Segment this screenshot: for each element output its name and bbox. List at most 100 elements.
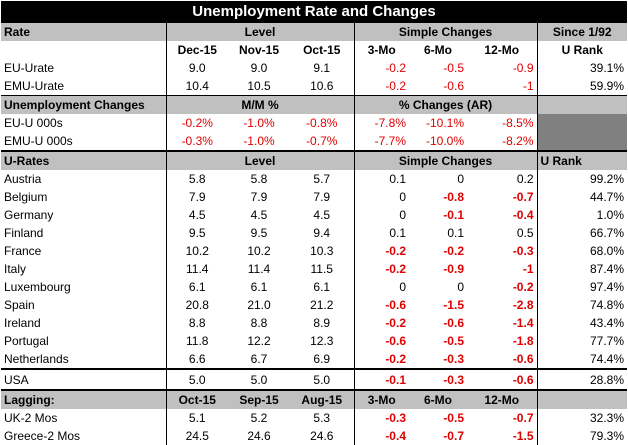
value-cell: 9.4 [313, 226, 331, 240]
value-cell: 21.2 [310, 298, 334, 312]
value-cell: 6.1 [313, 280, 331, 294]
value-cell: 8.8 [165, 314, 228, 332]
value-cell: 11.5 [310, 262, 333, 276]
row-label: EU-U 000s [4, 116, 63, 130]
table-row: Ireland 8.8 8.8 8.9 -0.2 -0.6 -1.4 43.4% [1, 314, 627, 332]
value-cell: 24.6 [310, 429, 334, 443]
level-header: Level [165, 23, 354, 41]
value-cell: -0.2 [443, 244, 464, 258]
table-row: USA 5.0 5.0 5.0 -0.1 -0.3 -0.6 28.8% [1, 368, 627, 391]
value-cell: 20.8 [165, 296, 228, 314]
table-row: Belgium 7.9 7.9 7.9 0 -0.8 -0.7 44.7% [1, 188, 627, 206]
value-cell: -0.6 [443, 79, 464, 93]
filler-cell [536, 114, 627, 132]
value-cell: 77.7% [536, 332, 627, 350]
header-row: U-Rates Level Simple Changes U Rank [1, 150, 627, 170]
row-label: EMU-U 000s [4, 134, 73, 148]
value-cell: 0 [353, 206, 409, 224]
table-row: UK-2 Mos 5.1 5.2 5.3 -0.3 -0.5 -0.7 32.3% [1, 409, 627, 427]
mm-header: M/M % [165, 95, 354, 114]
value-cell: -1.8 [512, 334, 534, 348]
lagging-header: Lagging: [1, 389, 166, 409]
level-header: Level [165, 150, 354, 170]
value-cell: 10.4 [165, 77, 228, 96]
row-label: Luxembourg [4, 280, 71, 294]
value-cell: -0.5 [443, 334, 464, 348]
value-cell: -0.9 [443, 262, 464, 276]
value-cell: 0.2 [516, 172, 534, 186]
value-cell: -0.5 [443, 61, 464, 75]
value-cell: -0.3 [512, 244, 534, 258]
value-cell: 0 [457, 172, 464, 186]
value-cell: -10.0% [425, 134, 464, 148]
table-row: Portugal 11.8 12.2 12.3 -0.6 -0.5 -1.8 77.7% [1, 332, 627, 350]
value-cell: 5.3 [313, 411, 331, 425]
header-row: Rate Level Simple Changes Since 1/92 [1, 23, 627, 41]
value-cell: 8.8 [250, 316, 268, 330]
value-cell: -0.3 [409, 368, 467, 391]
simple-changes-header: Simple Changes [353, 150, 537, 170]
value-cell: -0.6 [353, 332, 409, 350]
value-cell: -0.3 [443, 352, 464, 366]
table-row: EU-U 000s -0.2% -1.0% -0.8% -7.8% -10.1% -8.5% [1, 114, 627, 132]
value-cell: 0 [457, 280, 464, 294]
value-cell: 7.9 [165, 188, 228, 206]
value-cell: 21.0 [247, 298, 271, 312]
table-row: Italy 11.4 11.4 11.5 -0.2 -0.9 -1 87.4% [1, 260, 627, 278]
value-cell: -1 [522, 79, 534, 93]
column-header: Dec-15 [165, 41, 228, 59]
value-cell: -1.4 [512, 316, 534, 330]
table-row: EMU-Urate 10.4 10.5 10.6 -0.2 -0.6 -1 59.9% [1, 77, 627, 96]
value-cell: 0 [353, 278, 409, 296]
value-cell: 0.1 [353, 224, 409, 242]
value-cell: -1.0% [243, 134, 275, 148]
rate-header: Rate [1, 23, 166, 41]
value-cell: 4.5 [165, 206, 228, 224]
value-cell: -0.1 [443, 208, 464, 222]
value-cell: -0.8 [443, 190, 464, 204]
value-cell: 6.9 [313, 352, 331, 366]
value-cell: 10.3 [310, 244, 334, 258]
value-cell: 59.9% [536, 77, 627, 96]
value-cell: -0.7% [306, 134, 338, 148]
table-row: Finland 9.5 9.5 9.4 0.1 0.1 0.5 66.7% [1, 224, 627, 242]
value-cell: 6.1 [250, 280, 268, 294]
column-header-row: Dec-15 Nov-15 Oct-15 3-Mo 6-Mo 12-Mo U Rank [1, 41, 627, 59]
row-label: Portugal [4, 334, 49, 348]
row-label: France [4, 244, 42, 258]
value-cell: -7.7% [353, 132, 409, 151]
table-row: EU-Urate 9.0 9.0 9.1 -0.2 -0.5 -0.9 39.1% [1, 59, 627, 77]
value-cell: 11.4 [165, 260, 228, 278]
row-label: USA [1, 368, 166, 391]
value-cell: 7.9 [313, 190, 331, 204]
column-header: 3-Mo [353, 389, 409, 409]
value-cell: 0.5 [516, 226, 534, 240]
table-row: EMU-U 000s -0.3% -1.0% -0.7% -7.7% -10.0% -8.2… [1, 132, 627, 151]
value-cell: -0.3% [165, 132, 228, 151]
value-cell: -0.2 [353, 77, 409, 96]
column-header: 12-Mo [484, 43, 520, 57]
blank-cell [1, 41, 166, 59]
since-header: Since 1/92 [536, 23, 627, 41]
value-cell: -7.8% [353, 114, 409, 132]
value-cell: 9.5 [165, 224, 228, 242]
header-row: Lagging: Oct-15 Sep-15 Aug-15 3-Mo 6-Mo 12-Mo [1, 389, 627, 409]
value-cell: -0.2 [353, 314, 409, 332]
value-cell: -0.2 [353, 260, 409, 278]
value-cell: 9.0 [165, 59, 228, 77]
row-label: EMU-Urate [4, 79, 65, 93]
row-label: Germany [4, 208, 54, 222]
value-cell: -0.2% [165, 114, 228, 132]
row-label: Netherlands [4, 352, 69, 366]
filler-cell [536, 95, 627, 114]
value-cell: 1.0% [536, 206, 627, 224]
value-cell: 97.4% [536, 278, 627, 296]
filler-cell [536, 132, 627, 151]
row-label: Finland [4, 226, 44, 240]
column-header: Oct-15 [165, 389, 228, 409]
value-cell: 43.4% [536, 314, 627, 332]
unemployment-table: Rate Level Simple Changes Since 1/92 Dec-15 N… [1, 23, 627, 445]
value-cell: 5.2 [250, 411, 268, 425]
row-label: Ireland [4, 316, 41, 330]
value-cell: -8.2% [502, 134, 534, 148]
